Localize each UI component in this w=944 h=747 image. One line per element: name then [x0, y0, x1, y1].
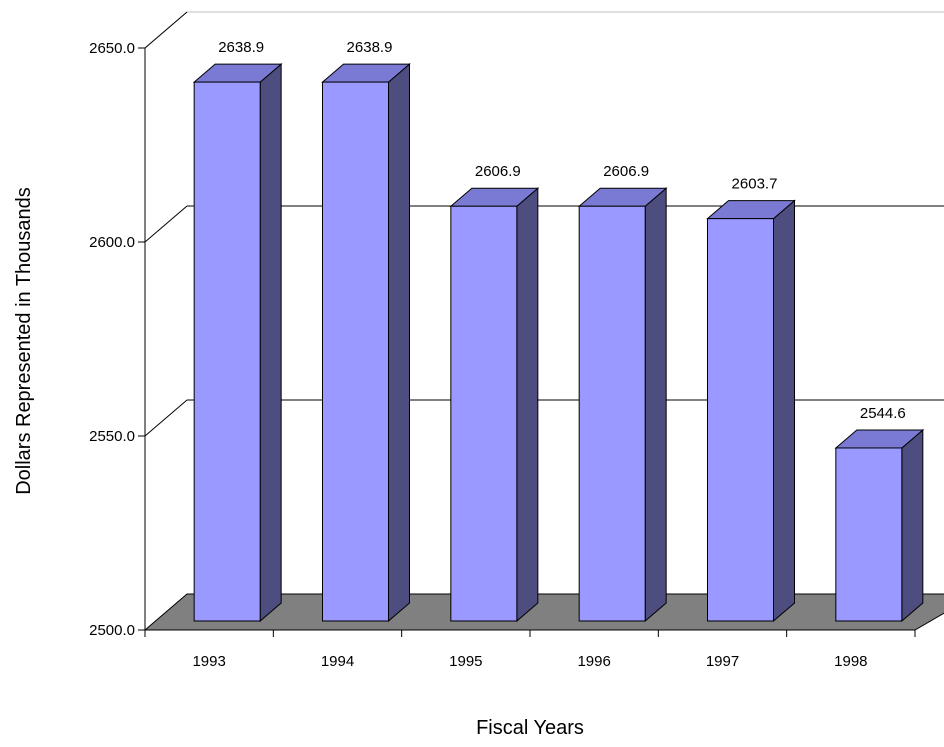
- bar-side: [388, 62, 410, 623]
- data-label-1993: 2638.9: [218, 39, 264, 56]
- bar-front: [707, 218, 774, 622]
- y-tick-label: 2650.0: [89, 40, 135, 57]
- x-tick-label: 1996: [577, 653, 610, 670]
- y-tick-label: 2500.0: [89, 622, 135, 639]
- x-tick-label: 1998: [834, 653, 867, 670]
- bar-front: [835, 447, 903, 622]
- bar-1996: [577, 187, 668, 623]
- bar-front: [193, 81, 261, 622]
- bar-1998: [834, 428, 925, 623]
- data-labels: 2638.9 2638.9 2606.9 2606.9 2603.7 2544.6: [218, 39, 906, 422]
- bar-side: [259, 62, 282, 623]
- bar-1993: [192, 62, 283, 623]
- bar-side: [516, 187, 539, 623]
- data-label-1995: 2606.9: [475, 163, 521, 180]
- bar-front: [450, 205, 518, 622]
- bar-1994: [321, 62, 411, 623]
- y-tick-label: 2600.0: [89, 234, 135, 251]
- axes: 2500.0 2550.0 2600.0 2650.0 1993 1994 1995 1996…: [89, 40, 916, 670]
- gridline-depth: [144, 11, 188, 49]
- y-tick-label: 2550.0: [89, 428, 135, 445]
- data-label-1997: 2603.7: [732, 176, 778, 193]
- y-axis-title: Dollars Represented in Thousands: [13, 187, 35, 495]
- data-label-1994: 2638.9: [347, 39, 393, 56]
- x-tick-label: 1995: [449, 653, 482, 670]
- bar-front: [578, 205, 646, 622]
- bar-side: [773, 199, 795, 623]
- bar-side: [644, 187, 667, 623]
- gridline-depth: [144, 399, 188, 437]
- x-tick-label: 1994: [321, 653, 354, 670]
- bar-1997: [706, 199, 796, 623]
- data-label-1998: 2544.6: [860, 405, 906, 422]
- bars: [192, 62, 925, 623]
- bar-front: [322, 81, 389, 622]
- x-tick-label: 1993: [192, 653, 225, 670]
- x-axis-title: Fiscal Years: [476, 717, 584, 739]
- data-label-1996: 2606.9: [603, 163, 649, 180]
- x-tick-label: 1997: [706, 653, 739, 670]
- gridline-depth: [144, 205, 188, 243]
- bar-1995: [449, 187, 540, 623]
- bar-side: [901, 428, 924, 623]
